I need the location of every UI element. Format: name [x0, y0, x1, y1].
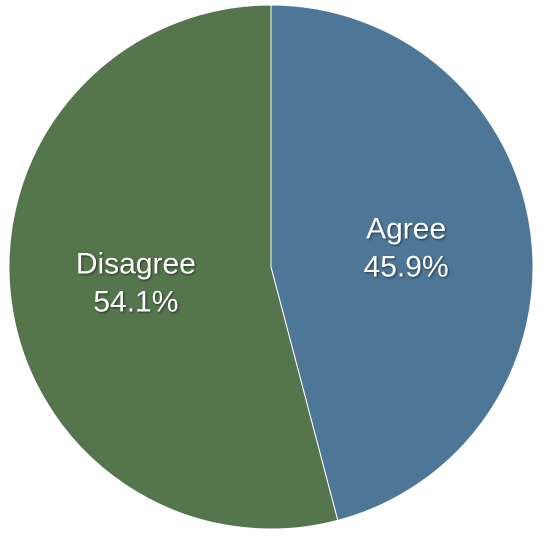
pie-slice — [8, 4, 339, 530]
slice-label: Agree — [366, 212, 446, 245]
slice-value: 54.1% — [93, 285, 178, 318]
pie-slice — [270, 4, 534, 521]
slice-value: 45.9% — [364, 250, 449, 283]
slice-label: Disagree — [76, 247, 196, 280]
